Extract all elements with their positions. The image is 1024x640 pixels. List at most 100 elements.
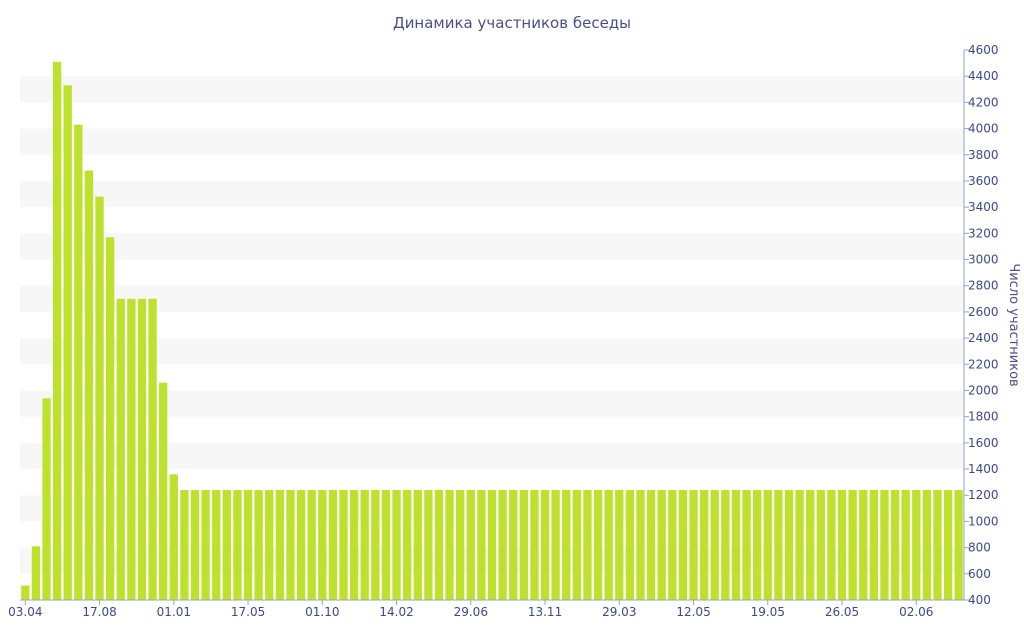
y-tick-label: 2600	[968, 305, 999, 319]
bar	[816, 490, 825, 600]
bar	[265, 490, 274, 600]
bar	[328, 490, 338, 600]
bar	[572, 490, 581, 600]
bar	[890, 490, 900, 600]
y-tick-label: 1400	[968, 462, 999, 476]
bar	[689, 490, 698, 600]
bar	[943, 490, 953, 600]
bar	[827, 490, 836, 600]
bar	[84, 170, 94, 601]
bar	[381, 490, 391, 600]
bar	[700, 490, 709, 600]
bar	[869, 490, 878, 600]
y-tick-label: 3800	[968, 148, 999, 162]
bar	[710, 490, 719, 600]
bar	[731, 490, 741, 600]
bar	[668, 490, 677, 600]
bar	[392, 490, 401, 600]
grid-band	[20, 338, 964, 365]
y-tick-label: 2400	[968, 331, 999, 345]
bar	[530, 490, 539, 600]
bar	[74, 124, 83, 600]
x-axis: 03.04 17.08 01.01 17.05 01.10 14.02 29.06 13.11…	[8, 599, 964, 619]
grid-band	[20, 76, 964, 103]
y-tick-label: 1000	[968, 514, 999, 528]
grid-band	[20, 390, 964, 417]
x-tick-label: 17.05	[231, 605, 265, 619]
bar	[339, 490, 348, 600]
x-tick-label: 01.10	[305, 605, 339, 619]
bar	[106, 237, 115, 600]
bar	[360, 490, 369, 600]
bar	[318, 490, 327, 600]
bar	[784, 490, 794, 600]
y-tick-label: 4600	[968, 43, 999, 57]
grid-band	[20, 180, 964, 208]
bar	[540, 490, 550, 600]
bar	[286, 490, 295, 600]
bar	[562, 490, 571, 600]
grid-band	[20, 442, 964, 470]
bar	[678, 490, 688, 600]
bar	[487, 490, 497, 600]
bar	[456, 490, 465, 600]
bar	[275, 490, 284, 600]
bar	[434, 490, 444, 600]
bar	[551, 490, 560, 600]
bar	[593, 490, 603, 600]
bar	[774, 490, 783, 600]
bar	[403, 490, 412, 600]
bar	[625, 490, 635, 600]
bar	[180, 490, 189, 600]
x-tick-label: 26.05	[825, 605, 859, 619]
bar	[837, 490, 847, 600]
bar	[169, 474, 178, 600]
bar	[21, 585, 30, 600]
bar	[116, 298, 125, 600]
x-tick-label: 03.04	[8, 605, 42, 619]
y-tick-label: 2000	[968, 383, 999, 397]
bar	[646, 490, 656, 600]
x-tick-label: 01.01	[157, 605, 191, 619]
y-tick-label: 4000	[968, 122, 999, 136]
bar	[806, 490, 815, 600]
x-tick-label: 29.03	[602, 605, 636, 619]
y-tick-label: 800	[968, 541, 991, 555]
bar	[95, 196, 104, 601]
y-tick-label: 600	[968, 567, 991, 581]
bar	[371, 490, 380, 600]
bar	[148, 298, 157, 600]
bar	[445, 490, 454, 600]
bar	[349, 490, 359, 600]
bar	[296, 490, 306, 600]
bar	[31, 546, 41, 600]
y-tick-label: 1800	[968, 410, 999, 424]
bar	[901, 490, 910, 600]
bars-group	[21, 61, 963, 601]
grid-band	[20, 233, 964, 260]
bar	[233, 490, 242, 600]
bar	[243, 490, 253, 600]
bar	[880, 490, 889, 600]
x-tick-label: 17.08	[82, 605, 116, 619]
y-tick-label: 400	[968, 593, 991, 607]
bar	[859, 490, 868, 600]
bar	[254, 490, 263, 600]
bar	[922, 490, 932, 600]
bar	[583, 490, 592, 600]
bar	[212, 490, 221, 600]
bar	[413, 490, 422, 600]
bar	[477, 490, 486, 600]
bar	[954, 490, 963, 600]
bar	[912, 490, 921, 600]
y-tick-label: 4400	[968, 69, 999, 83]
bar	[127, 298, 136, 600]
y-tick-label: 1200	[968, 488, 999, 502]
bar	[615, 490, 624, 600]
bar	[466, 490, 475, 600]
grid-band	[20, 285, 964, 312]
bar	[848, 490, 857, 600]
bar	[763, 490, 772, 600]
x-tick-label: 13.11	[528, 605, 562, 619]
